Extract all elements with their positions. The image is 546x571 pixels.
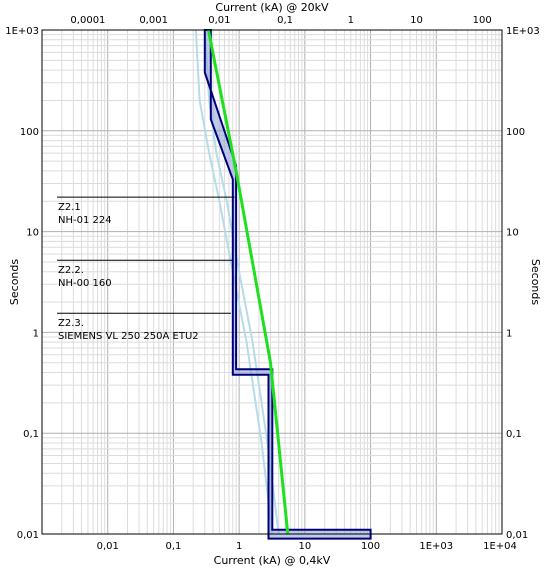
annotation-device-2: NH-00 160 <box>58 278 112 289</box>
y-tick-label-right: 1 <box>506 328 512 339</box>
y-tick-label-right: 1E+03 <box>506 26 540 37</box>
x-tick-label-top: 0,1 <box>277 15 293 26</box>
y-tick-label-left: 100 <box>20 127 39 138</box>
x-tick-label-top: 1 <box>348 15 354 26</box>
y-axis-label-right: Seconds <box>529 259 542 305</box>
x-tick-label-bottom: 10 <box>298 541 311 552</box>
x-tick-label-bottom: 0,01 <box>97 541 119 552</box>
plot-frame <box>41 29 503 535</box>
x-tick-label-bottom: 100 <box>361 541 380 552</box>
x-tick-label-bottom: 1 <box>236 541 242 552</box>
annotation-title-3: Z2.3. <box>58 318 84 329</box>
x-tick-label-top: 10 <box>410 15 423 26</box>
x-tick-label-bottom: 1E+04 <box>483 541 517 552</box>
x-tick-label-top: 0,001 <box>139 15 168 26</box>
series-line-green <box>206 29 290 535</box>
y-tick-label-right: 10 <box>506 228 519 239</box>
x-tick-label-bottom: 1E+03 <box>419 541 453 552</box>
annotation-title-2: Z2.2. <box>58 265 84 276</box>
y-tick-label-left: 10 <box>26 228 39 239</box>
x-tick-label-top: 0,0001 <box>70 15 105 26</box>
y-tick-label-left: 0,1 <box>23 429 39 440</box>
y-tick-label-right: 0,01 <box>506 530 528 541</box>
series-layer <box>194 29 372 540</box>
y-tick-label-left: 1E+03 <box>5 26 39 37</box>
y-tick-label-left: 0,01 <box>17 530 39 541</box>
annotation-title-1: Z2.1 <box>58 202 81 213</box>
y-tick-label-right: 100 <box>506 127 525 138</box>
band-breaker-curve <box>203 29 372 540</box>
tick-labels: 0,01 0,1 1 10 100 1E+03 1E+04 0,0001 0,001 0,01 0,… <box>5 15 540 552</box>
x-tick-label-top: 0,01 <box>208 15 230 26</box>
x-tick-label-top: 100 <box>473 15 492 26</box>
annotations: Z2.1 NH-01 224 Z2.2. NH-00 160 Z2.3. SIEMENS … <box>57 196 235 342</box>
x-axis-label-bottom: Current (kA) @ 0,4kV <box>214 554 331 567</box>
y-axis-label-left: Seconds <box>8 259 21 305</box>
y-tick-label-right: 0,1 <box>506 429 522 440</box>
x-tick-label-bottom: 0,1 <box>165 541 181 552</box>
annotation-device-1: NH-01 224 <box>58 215 112 226</box>
annotation-device-3: SIEMENS VL 250 250A ETU2 <box>58 331 199 342</box>
x-axis-label-top: Current (kA) @ 20kV <box>215 1 329 14</box>
series-line-light-1 <box>194 29 274 535</box>
y-tick-label-left: 1 <box>33 328 39 339</box>
